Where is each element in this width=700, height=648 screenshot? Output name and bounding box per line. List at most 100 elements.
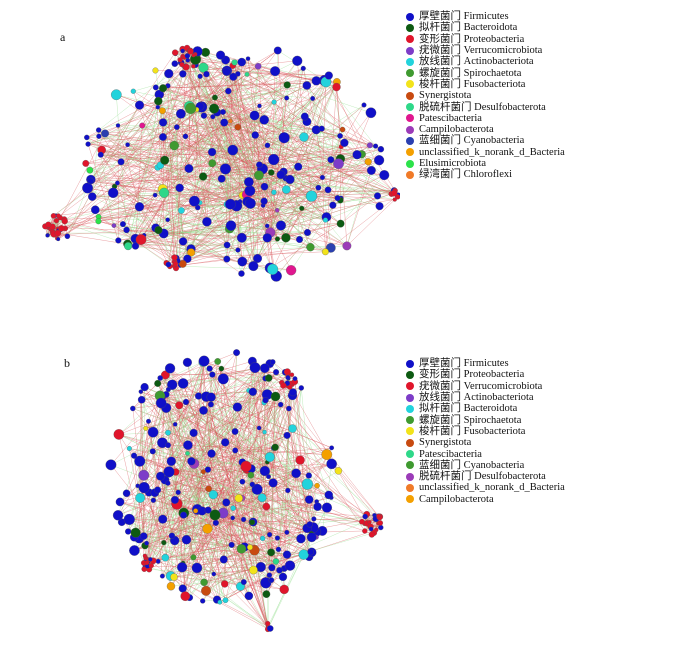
network-node	[286, 265, 297, 276]
legend-label: 蓝细菌门 Cyanobacteria	[419, 459, 525, 471]
positive-edge	[180, 246, 309, 266]
positive-edge	[162, 58, 249, 138]
network-node	[244, 197, 256, 209]
legend-dot-icon	[406, 91, 414, 100]
legend-item: unclassified_k_norank_d_Bacteria	[406, 147, 565, 158]
positive-edge	[110, 421, 149, 465]
negative-edge	[180, 113, 213, 164]
network-node	[265, 620, 271, 627]
network-node	[157, 375, 163, 381]
negative-edge	[312, 98, 378, 196]
legend-item: 厚壁菌门 Firmicutes	[406, 358, 565, 369]
network-node	[139, 532, 148, 540]
network-node	[221, 438, 230, 447]
network-node	[125, 528, 132, 535]
legend-label: 疣微菌门 Verrucomicrobiota	[419, 380, 543, 392]
negative-edge	[143, 533, 312, 564]
network-node	[262, 502, 271, 511]
positive-edge	[86, 137, 362, 155]
legend-item: 拟杆菌门 Bacteroidota	[406, 403, 565, 414]
positive-edge	[226, 70, 329, 191]
network-node	[190, 554, 197, 561]
network-node	[123, 513, 135, 525]
legend-item: 蓝细菌门 Cyanobacteria	[406, 135, 565, 146]
network-node	[180, 48, 185, 54]
network-node	[140, 383, 149, 392]
negative-edge	[277, 50, 325, 81]
legend-dot-icon	[406, 438, 414, 447]
positive-edge	[174, 499, 269, 630]
network-node	[232, 402, 243, 412]
network-node	[262, 590, 271, 598]
network-node	[180, 511, 188, 519]
network-node	[200, 578, 208, 587]
network-node	[208, 159, 217, 168]
network-node	[231, 59, 238, 66]
network-node	[234, 494, 243, 503]
network-node	[54, 229, 62, 237]
network-node	[174, 124, 180, 130]
network-node	[267, 532, 273, 538]
network-node	[172, 261, 179, 267]
network-node	[45, 233, 50, 238]
network-node	[240, 579, 247, 586]
network-node	[366, 165, 376, 175]
positive-edge	[139, 104, 326, 252]
network-node	[207, 449, 216, 458]
network-node	[187, 48, 194, 55]
network-node	[165, 261, 172, 268]
legend-dot-icon	[406, 370, 414, 379]
positive-edge	[255, 86, 337, 136]
legend-label: 螺旋菌门 Spirochaetota	[419, 67, 522, 79]
legend-item: 脱硫杆菌门 Desulfobacterota	[406, 101, 565, 113]
legend-label: 脱硫杆菌门 Desulfobacterota	[419, 471, 546, 483]
positive-edge	[146, 512, 185, 561]
legend-dot-icon	[406, 404, 414, 413]
positive-edge	[189, 106, 250, 183]
network-node	[152, 192, 158, 198]
network-node	[299, 205, 305, 211]
network-node	[165, 386, 171, 392]
legend-label: 绿湾菌门 Chloroflexi	[419, 169, 513, 181]
negative-edge	[203, 582, 269, 630]
negative-edge	[167, 85, 178, 128]
legend-dot-icon	[406, 125, 414, 134]
legend-item: 变形菌门 Proteobacteria	[406, 369, 565, 380]
network-node	[212, 94, 218, 101]
network-node	[107, 187, 119, 199]
network-node	[394, 194, 400, 200]
legend-item: 脱硫杆菌门 Desulfobacterota	[406, 471, 565, 482]
positive-edge	[58, 54, 221, 240]
network-node	[390, 189, 398, 197]
network-node	[272, 558, 280, 565]
network-node	[211, 571, 217, 577]
positive-edge	[127, 232, 308, 245]
network-node	[191, 64, 196, 69]
network-node	[159, 187, 170, 198]
network-node	[119, 221, 126, 228]
legend-item: 疣微菌门 Verrucomicrobiota	[406, 45, 565, 56]
legend-item: Campilobacterota	[406, 124, 565, 135]
legend-item: Elusimicrobiota	[406, 158, 565, 169]
positive-edge	[325, 195, 399, 252]
network-node	[161, 553, 170, 562]
positive-edge	[117, 182, 168, 220]
network-node	[135, 234, 147, 245]
network-node	[248, 261, 259, 272]
positive-edge	[176, 126, 312, 197]
network-node	[231, 428, 239, 435]
network-node	[274, 535, 281, 541]
network-node	[216, 50, 226, 60]
positive-edge	[214, 378, 289, 516]
network-node	[234, 123, 242, 131]
legend-dot-icon	[406, 136, 414, 145]
network-node	[183, 440, 193, 450]
legend-item: 螺旋菌门 Spirochaetota	[406, 414, 565, 426]
network-node	[362, 513, 368, 520]
positive-edge	[205, 390, 249, 591]
positive-edge	[167, 445, 241, 587]
network-node	[251, 483, 263, 495]
network-node	[165, 442, 171, 449]
network-node	[91, 205, 100, 215]
network-node	[50, 213, 57, 219]
